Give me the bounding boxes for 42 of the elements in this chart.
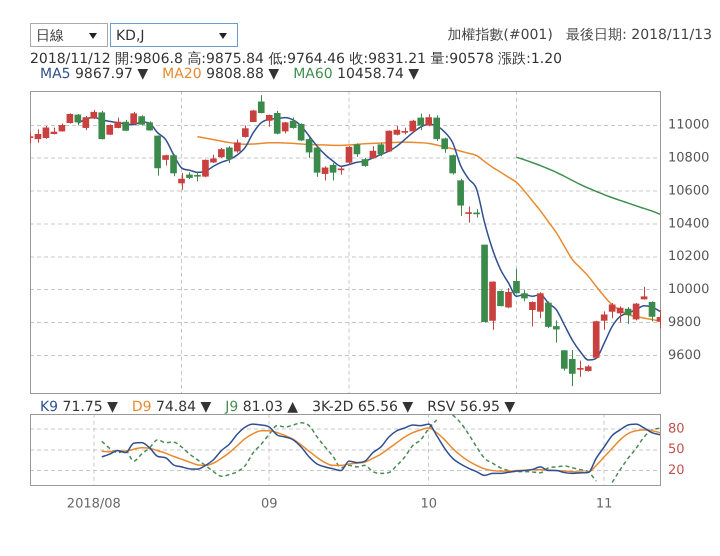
candlestick: [632, 302, 640, 321]
annotation: 3K-2D 65.56 ▼: [312, 399, 414, 415]
y-tick-label: 10200: [668, 249, 710, 264]
candlestick: [170, 154, 177, 177]
candlestick: [505, 288, 512, 309]
y-tick-label: 80: [668, 421, 685, 436]
line-series: [196, 136, 661, 322]
y-tick-label: 50: [668, 442, 685, 458]
x-tick-label: 11: [596, 496, 612, 512]
candlestick: [162, 154, 169, 166]
y-tick-label: 9800: [668, 314, 702, 330]
candlestick: [648, 300, 656, 322]
annotation: RSV 56.95 ▼: [427, 399, 516, 415]
y-tick-label: 10600: [668, 183, 710, 198]
line-series: [516, 156, 661, 216]
text: MA20 9808.88 ▼: [162, 66, 280, 82]
candlestick: [178, 172, 185, 190]
text: MA60 10458.74 ▼: [293, 66, 420, 82]
candlestick: [513, 268, 520, 294]
text: KD,J: [116, 28, 145, 44]
y-tick-label: 10800: [668, 150, 710, 166]
text: K9 71.75 ▼: [40, 399, 118, 415]
y-tick-label: 9600: [668, 348, 702, 363]
text: 日線: [36, 28, 64, 44]
candlestick: [489, 280, 496, 330]
x-tick-label: 10: [420, 496, 438, 512]
candlestick: [362, 157, 368, 168]
y-tick-label: 20: [668, 462, 685, 478]
candlestick: [322, 166, 328, 181]
text: MA5 9867.97 ▼: [40, 66, 148, 82]
candlestick: [465, 206, 472, 224]
y-tick-label: 11000: [668, 118, 710, 133]
x-tick-label: 2018/08: [66, 496, 121, 512]
text: D9 74.84 ▼: [132, 399, 212, 415]
y-tick-label: 10400: [668, 216, 710, 232]
series-label: J9 81.03 ▲: [225, 399, 298, 415]
x-tick-label: 09: [260, 496, 278, 512]
candlestick: [640, 286, 648, 300]
y-tick-label: 10000: [668, 282, 710, 298]
chart-subtitle: 2018/11/12 開:9806.8 高:9875.84 低:9764.46 收:9831.21 量:90578 漲跌:1.20: [30, 50, 562, 68]
candlestick: [481, 244, 488, 324]
chart-title: 加權指數(#001) 最後日期: 2018/11/13: [447, 26, 712, 44]
